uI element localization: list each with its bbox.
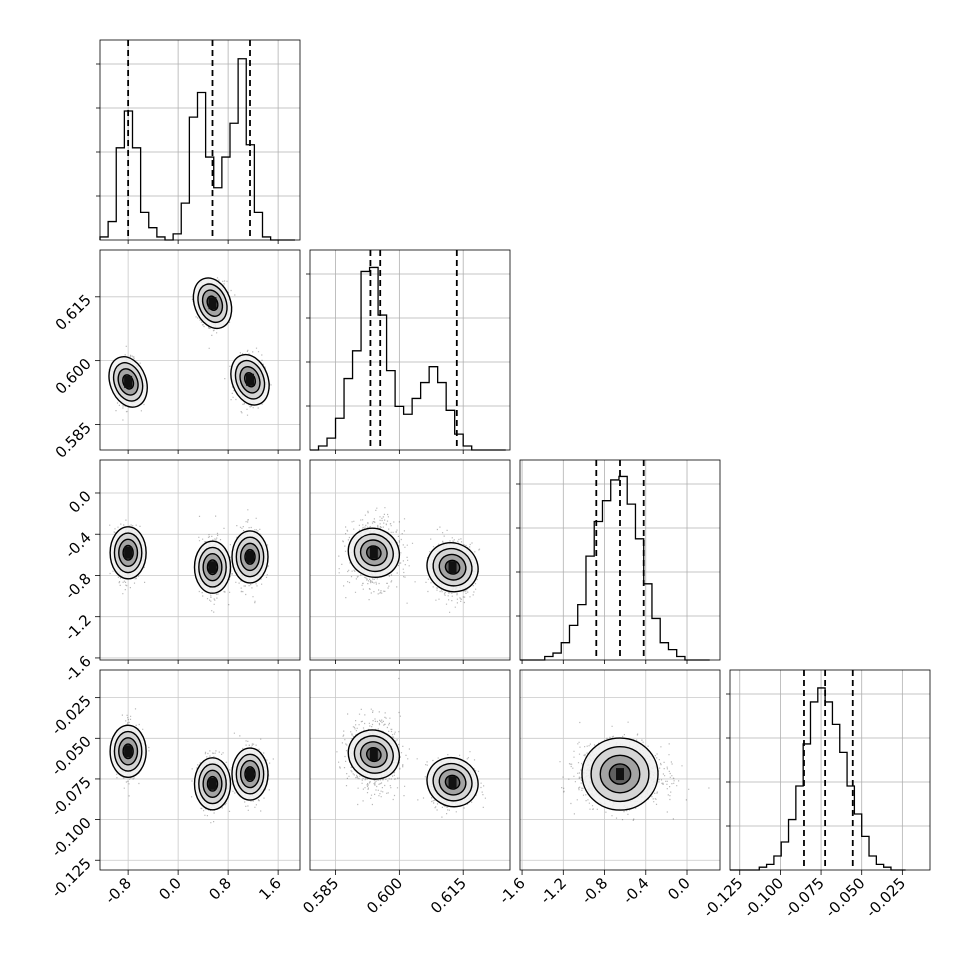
scatter-panel-3-0 <box>99 669 301 871</box>
x-tick-label-2-1: -1.2 <box>537 874 570 907</box>
x-tick-label-0-2: 0.8 <box>205 874 235 904</box>
histogram-step-3 <box>730 687 906 871</box>
y-tick-label-1-1: 0.600 <box>52 355 95 398</box>
x-tick-label-0-1: 0.0 <box>155 874 185 904</box>
x-tick-label-2-4: 0.0 <box>664 874 694 904</box>
x-tick-label-1-2: 0.615 <box>427 874 470 917</box>
y-tick-label-1-2: 0.615 <box>52 291 95 334</box>
y-tick-label-3-4: -0.025 <box>48 692 95 739</box>
histogram-panel-2 <box>516 459 721 661</box>
y-tick-label-2-4: 0.0 <box>65 487 95 517</box>
y-tick-label-1-0: 0.585 <box>52 419 95 462</box>
y-tick-label-3-2: -0.075 <box>48 773 95 820</box>
x-tick-label-3-0: -0.125 <box>700 874 747 921</box>
histogram-panel-1 <box>306 249 511 451</box>
x-tick-label-2-2: -0.8 <box>578 874 611 907</box>
x-tick-label-2-0: -1.6 <box>495 874 528 907</box>
x-tick-label-0-0: -0.8 <box>102 874 135 907</box>
x-tick-label-0-3: 1.6 <box>255 874 285 904</box>
histogram-step-2 <box>520 475 710 661</box>
histogram-panel-0 <box>96 39 301 241</box>
corner-plot-panels <box>96 39 931 871</box>
scatter-panel-3-2 <box>519 669 721 871</box>
x-tick-label-3-3: -0.050 <box>822 874 869 921</box>
y-tick-label-2-1: -1.2 <box>61 611 94 644</box>
y-tick-label-2-3: -0.4 <box>61 528 94 561</box>
x-tick-label-1-0: 0.585 <box>299 874 342 917</box>
x-tick-label-3-2: -0.075 <box>781 874 828 921</box>
histogram-panel-3 <box>726 669 931 871</box>
x-tick-label-1-1: 0.600 <box>363 874 406 917</box>
histogram-step-0 <box>99 58 295 241</box>
histogram-step-1 <box>310 266 506 451</box>
x-tick-label-3-4: -0.025 <box>862 874 909 921</box>
x-tick-label-2-3: -0.4 <box>619 874 652 907</box>
y-tick-label-3-1: -0.100 <box>48 814 95 861</box>
y-tick-label-3-3: -0.050 <box>48 732 95 779</box>
x-tick-label-3-1: -0.100 <box>740 874 787 921</box>
scatter-panel-3-1 <box>309 669 511 871</box>
y-tick-label-2-2: -0.8 <box>61 570 94 603</box>
scatter-points-1-0 <box>108 277 272 421</box>
scatter-panel-1-0 <box>99 249 301 451</box>
y-tick-label-3-0: -0.125 <box>48 854 95 901</box>
scatter-panel-2-0 <box>99 459 301 661</box>
scatter-panel-2-1 <box>309 459 511 661</box>
y-tick-label-2-0: -1.6 <box>61 652 94 685</box>
